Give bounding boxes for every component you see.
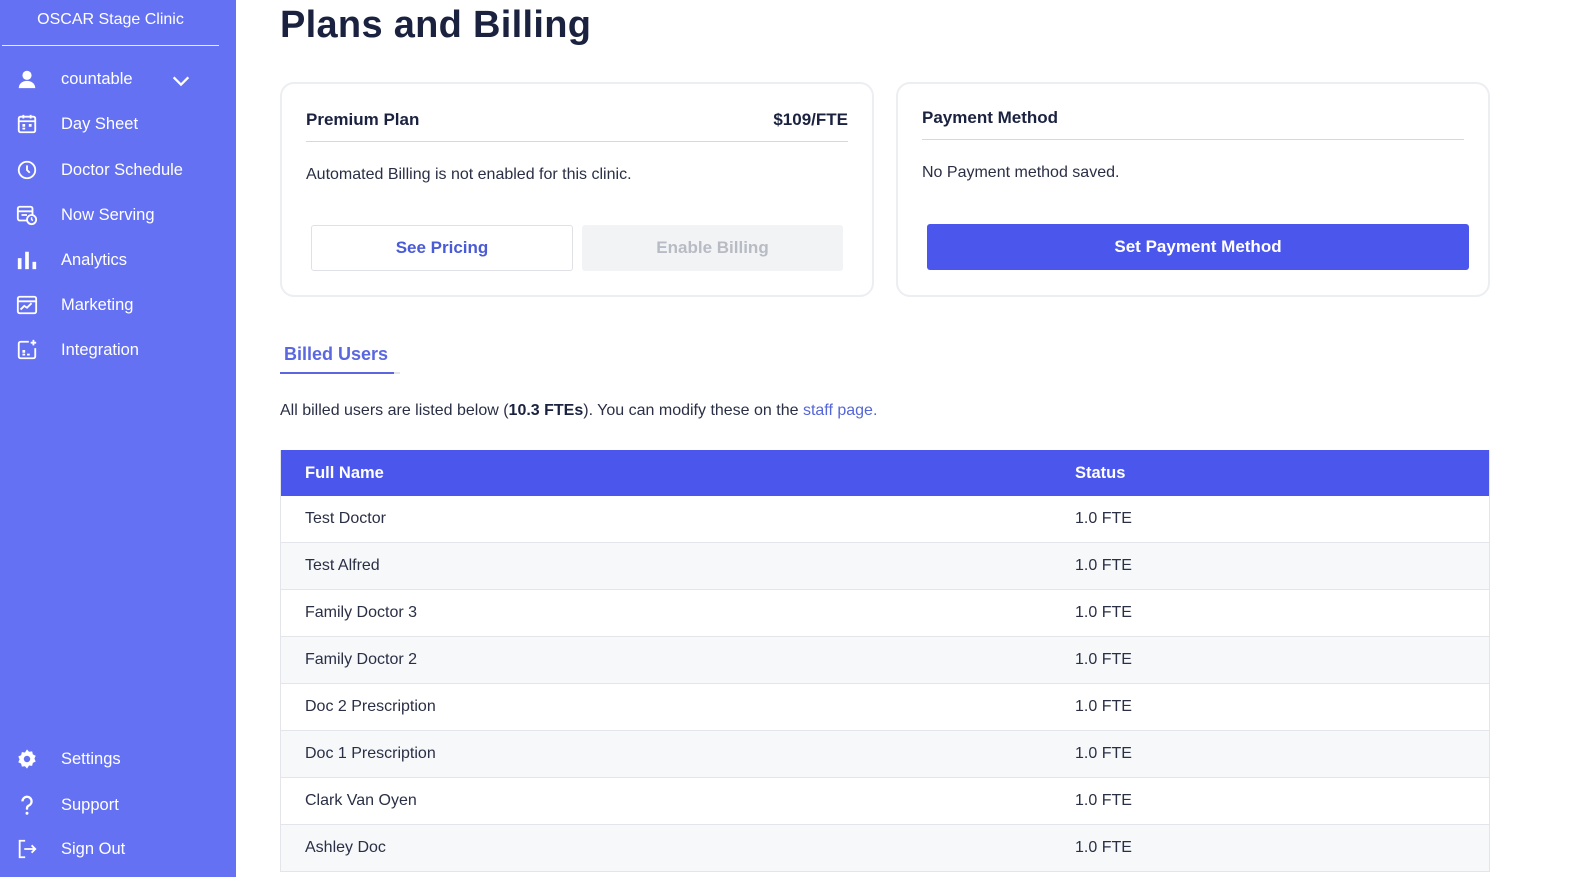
marketing-icon <box>16 294 38 316</box>
sidebar-item-analytics[interactable]: Analytics <box>0 240 236 280</box>
table-row: Family Doctor 3 1.0 FTE <box>281 590 1489 637</box>
gear-icon <box>16 748 38 770</box>
table-row: Clark Van Oyen 1.0 FTE <box>281 778 1489 825</box>
chevron-down-icon[interactable] <box>170 70 190 88</box>
set-payment-method-button[interactable]: Set Payment Method <box>927 224 1469 270</box>
sidebar-item-settings[interactable]: Settings <box>0 739 236 779</box>
plan-price: $109/FTE <box>773 109 848 129</box>
sign-out-icon <box>16 838 38 860</box>
info-middle: ). You can modify these on the <box>583 402 803 419</box>
cell-full-name: Doc 1 Prescription <box>305 745 436 762</box>
plan-message: Automated Billing is not enabled for thi… <box>306 166 632 183</box>
table-body: Test Doctor 1.0 FTE Test Alfred 1.0 FTE Fami… <box>281 496 1489 872</box>
cell-status: 1.0 FTE <box>1075 651 1132 668</box>
sidebar-item-doctor-schedule[interactable]: Doctor Schedule <box>0 150 236 190</box>
question-icon <box>16 794 38 816</box>
sidebar-item-sign-out[interactable]: Sign Out <box>0 829 236 869</box>
sidebar-item-label: Sign Out <box>61 839 126 858</box>
payment-message: No Payment method saved. <box>922 164 1120 181</box>
fte-total: 10.3 FTEs <box>508 402 584 419</box>
tab-billed-users[interactable]: Billed Users <box>280 342 394 374</box>
plan-name: Premium Plan <box>306 109 420 129</box>
cell-status: 1.0 FTE <box>1075 745 1132 762</box>
cell-full-name: Test Alfred <box>305 557 380 574</box>
cell-full-name: Doc 2 Prescription <box>305 698 436 715</box>
cell-status: 1.0 FTE <box>1075 792 1132 809</box>
sidebar-item-label: Marketing <box>61 295 134 314</box>
billed-users-info: All billed users are listed below (10.3 … <box>280 402 877 420</box>
cell-full-name: Clark Van Oyen <box>305 792 417 809</box>
plan-card: Premium Plan $109/FTE Automated Billing … <box>280 82 874 297</box>
sidebar-item-label: Integration <box>61 340 139 359</box>
cell-status: 1.0 FTE <box>1075 698 1132 715</box>
user-menu[interactable]: countable <box>0 59 236 99</box>
cell-status: 1.0 FTE <box>1075 557 1132 574</box>
cell-full-name: Family Doctor 3 <box>305 604 418 621</box>
table-row: Test Alfred 1.0 FTE <box>281 543 1489 590</box>
sidebar-item-label: Analytics <box>61 250 128 269</box>
cell-status: 1.0 FTE <box>1075 510 1132 527</box>
user-icon <box>16 68 38 90</box>
payment-card-header: Payment Method <box>922 96 1464 140</box>
payment-method-card: Payment Method No Payment method saved. … <box>896 82 1490 297</box>
table-row: Ashley Doc 1.0 FTE <box>281 825 1489 872</box>
plan-card-header: Premium Plan $109/FTE <box>306 98 848 142</box>
table-row: Test Doctor 1.0 FTE <box>281 496 1489 543</box>
cell-full-name: Test Doctor <box>305 510 386 527</box>
sidebar: OSCAR Stage Clinic countable Day Sheet D… <box>0 0 236 877</box>
cell-full-name: Family Doctor 2 <box>305 651 418 668</box>
sidebar-item-label: Support <box>61 795 119 814</box>
sidebar-item-now-serving[interactable]: Now Serving <box>0 195 236 235</box>
table-row: Family Doctor 2 1.0 FTE <box>281 637 1489 684</box>
column-header-full-name[interactable]: Full Name <box>305 463 384 482</box>
sidebar-item-label: Settings <box>61 749 121 768</box>
page-title: Plans and Billing <box>280 4 592 46</box>
integration-icon <box>16 339 38 361</box>
user-name: countable <box>61 69 133 88</box>
clinic-name: OSCAR Stage Clinic <box>2 0 219 46</box>
sidebar-item-support[interactable]: Support <box>0 785 236 825</box>
table-header: Full Name Status <box>281 450 1489 496</box>
sidebar-item-integration[interactable]: Integration <box>0 330 236 370</box>
tab-divider <box>394 372 400 374</box>
payment-card-title: Payment Method <box>922 107 1059 127</box>
sidebar-item-label: Doctor Schedule <box>61 160 183 179</box>
see-pricing-button[interactable]: See Pricing <box>311 225 573 271</box>
sidebar-item-label: Day Sheet <box>61 114 139 133</box>
staff-page-link[interactable]: staff page. <box>802 402 878 419</box>
sidebar-item-day-sheet[interactable]: Day Sheet <box>0 104 236 144</box>
cell-status: 1.0 FTE <box>1075 839 1132 856</box>
column-header-status[interactable]: Status <box>1075 463 1126 482</box>
bar-chart-icon <box>16 249 38 271</box>
queue-icon <box>16 204 38 226</box>
clock-icon <box>16 159 38 181</box>
billed-users-table: Full Name Status Test Doctor 1.0 FTE Test … <box>280 450 1490 872</box>
sidebar-item-label: Now Serving <box>61 205 155 224</box>
info-prefix: All billed users are listed below ( <box>280 402 509 419</box>
calendar-icon <box>16 113 38 135</box>
table-row: Doc 1 Prescription 1.0 FTE <box>281 731 1489 778</box>
main-content: Plans and Billing Premium Plan $109/FTE … <box>236 0 1581 877</box>
enable-billing-button[interactable]: Enable Billing <box>582 225 843 271</box>
cell-status: 1.0 FTE <box>1075 604 1132 621</box>
table-row: Doc 2 Prescription 1.0 FTE <box>281 684 1489 731</box>
sidebar-item-marketing[interactable]: Marketing <box>0 285 236 325</box>
cell-full-name: Ashley Doc <box>305 839 386 856</box>
